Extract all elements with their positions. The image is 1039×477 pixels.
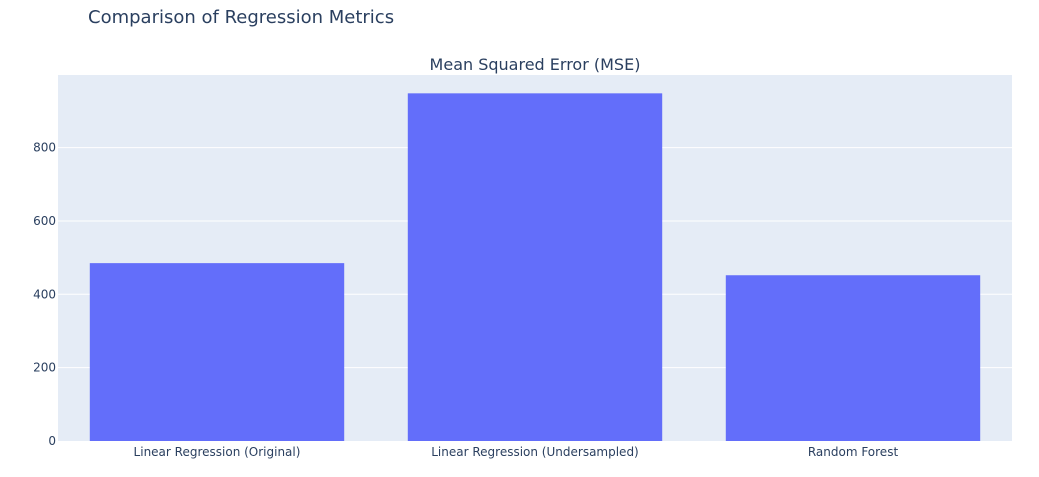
y-tick-label: 600 — [33, 214, 56, 228]
y-axis-tick-labels: 0 200 400 600 800 — [33, 141, 56, 448]
page-title: Comparison of Regression Metrics — [88, 7, 394, 28]
x-tick-label: Linear Regression (Original) — [134, 445, 301, 459]
y-tick-label: 800 — [33, 141, 56, 155]
y-tick-label: 400 — [33, 287, 56, 301]
bar — [725, 275, 981, 441]
bar — [407, 93, 663, 441]
x-tick-label: Linear Regression (Undersampled) — [431, 445, 639, 459]
y-tick-label: 200 — [33, 361, 56, 375]
x-axis-tick-labels: Linear Regression (Original) Linear Regre… — [134, 445, 899, 459]
bar — [89, 263, 345, 441]
x-tick-label: Random Forest — [808, 445, 899, 459]
bars — [89, 93, 981, 441]
subplot-title: Mean Squared Error (MSE) — [430, 55, 641, 74]
y-tick-label: 0 — [48, 434, 56, 448]
